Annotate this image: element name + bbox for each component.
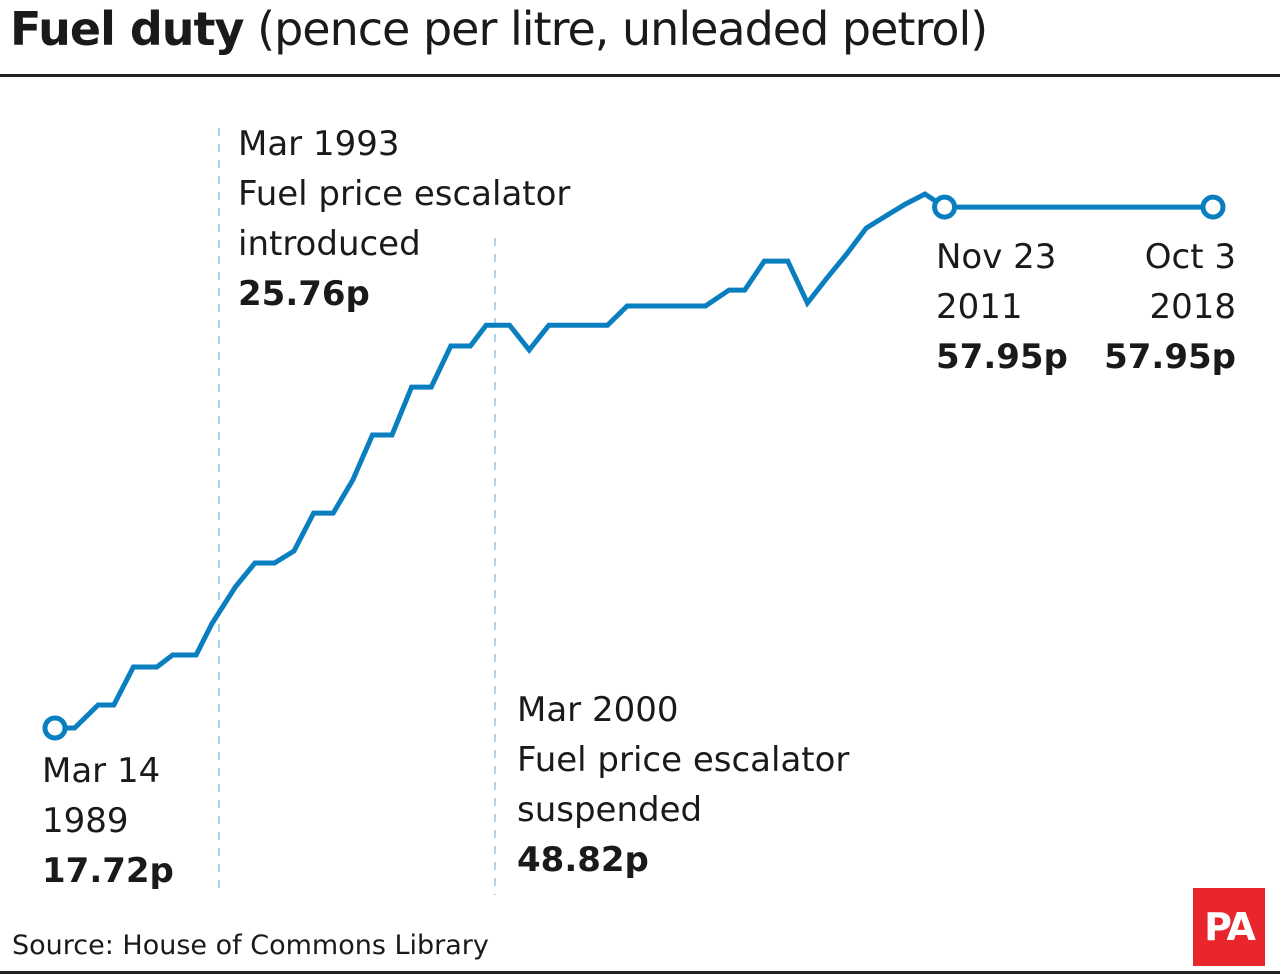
annotation-event: Fuel price escalator [238,174,571,214]
series-line [55,191,1213,731]
data-point-marker [42,715,68,741]
annotation-date: Mar 14 [42,751,161,791]
annotation-event: suspended [517,790,703,830]
chart-title: Fuel duty (pence per litre, unleaded pet… [10,2,988,56]
annotation-value: 17.72p [42,851,174,891]
data-point-marker [932,194,958,220]
annotation-date: Mar 2000 [517,690,679,730]
pa-logo: PA [1193,888,1265,966]
title-subtitle: (pence per litre, unleaded petrol) [257,2,988,56]
annotation-value: 57.95p [1104,337,1236,377]
annotation-year: 2018 [1149,287,1236,327]
annotation-value: 25.76p [238,274,370,314]
data-point-marker [1200,194,1226,220]
title-bold: Fuel duty [10,2,245,56]
annotation-value: 48.82p [517,840,649,880]
annotation-year: 1989 [42,801,129,841]
annotation-escalator-suspended: Mar 2000 Fuel price escalator suspended … [517,685,849,885]
top-rule [0,74,1280,77]
bottom-rule [0,971,1280,974]
annotation-year: 2011 [936,287,1023,327]
annotation-date: Nov 23 [936,237,1057,277]
annotation-start: Mar 14 1989 17.72p [42,746,174,896]
annotation-nov-2011: Nov 23 2011 57.95p [936,232,1068,382]
annotation-date: Oct 3 [1144,237,1236,277]
annotation-escalator-introduced: Mar 1993 Fuel price escalator introduced… [238,119,570,319]
source-note: Source: House of Commons Library [12,930,489,961]
annotation-date: Mar 1993 [238,124,400,164]
annotation-event: Fuel price escalator [517,740,850,780]
annotation-event: introduced [238,224,421,264]
annotation-oct-2018: Oct 3 2018 57.95p [1104,232,1236,382]
annotation-value: 57.95p [936,337,1068,377]
